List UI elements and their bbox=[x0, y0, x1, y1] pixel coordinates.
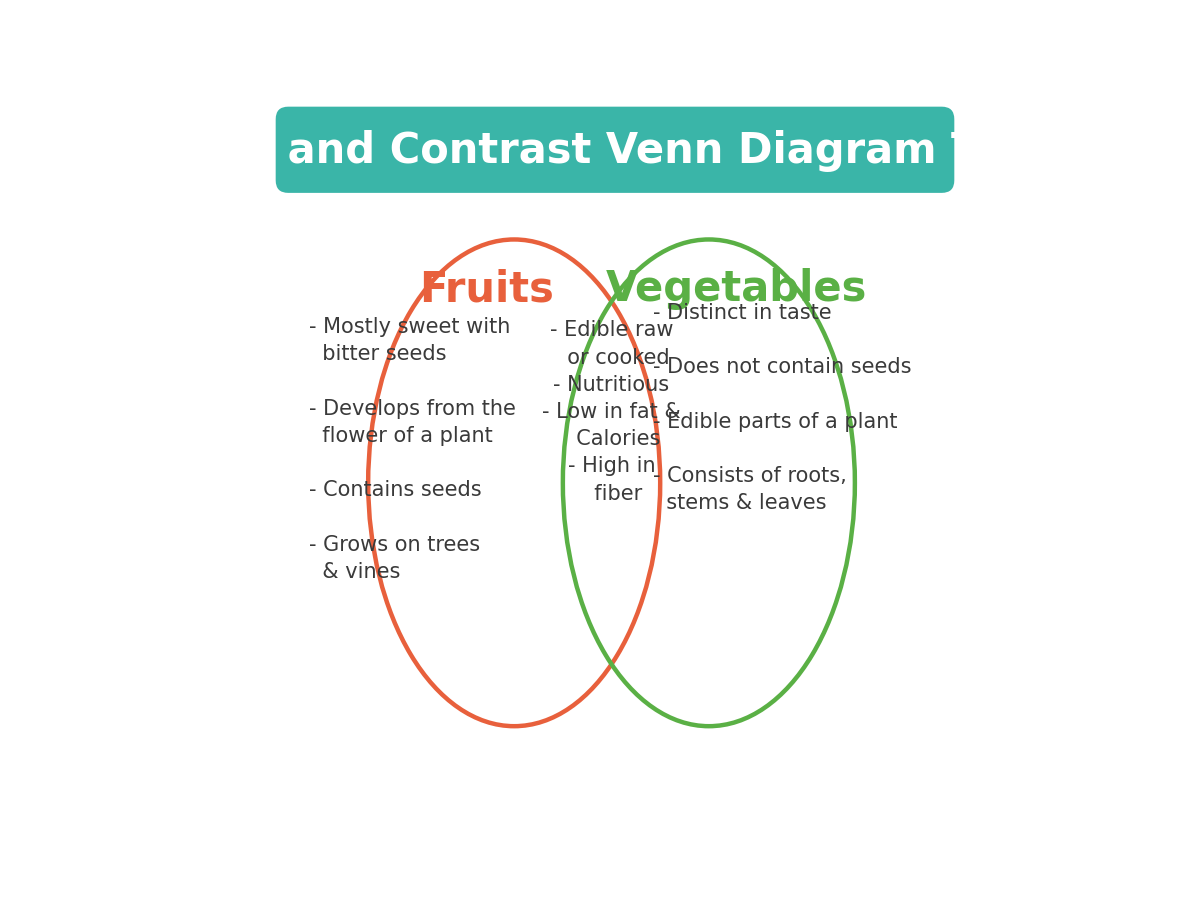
Text: Vegetables: Vegetables bbox=[606, 268, 868, 309]
Text: - Edible raw
  or cooked
- Nutritious
- Low in fat &
  Calories
- High in
  fibe: - Edible raw or cooked - Nutritious - Lo… bbox=[542, 320, 680, 503]
FancyBboxPatch shape bbox=[276, 107, 954, 194]
Text: - Distinct in taste

- Does not contain seeds

- Edible parts of a plant

- Cons: - Distinct in taste - Does not contain s… bbox=[653, 303, 912, 513]
Text: Fruits: Fruits bbox=[419, 268, 554, 309]
Text: Compare and Contrast Venn Diagram Template: Compare and Contrast Venn Diagram Templa… bbox=[64, 130, 1166, 171]
Text: - Mostly sweet with
  bitter seeds

- Develops from the
  flower of a plant

- C: - Mostly sweet with bitter seeds - Devel… bbox=[310, 317, 516, 581]
